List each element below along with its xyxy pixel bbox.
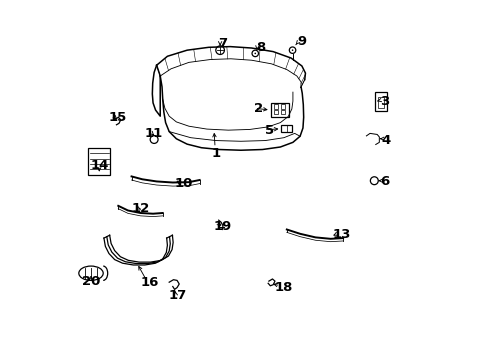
Bar: [270, 103, 288, 117]
Text: 13: 13: [331, 228, 350, 241]
Text: 8: 8: [256, 41, 264, 54]
Text: 5: 5: [264, 124, 274, 137]
Text: 20: 20: [81, 275, 100, 288]
Text: 3: 3: [379, 95, 388, 108]
Bar: [273, 104, 277, 109]
Text: 6: 6: [379, 175, 388, 188]
Bar: [280, 104, 284, 109]
Bar: [377, 97, 383, 108]
Bar: [281, 125, 292, 132]
Text: 15: 15: [108, 111, 126, 124]
Text: 14: 14: [90, 159, 108, 172]
Text: 9: 9: [297, 35, 306, 49]
Text: 2: 2: [254, 102, 263, 115]
Bar: [374, 93, 386, 111]
Text: 7: 7: [218, 37, 227, 50]
Text: 16: 16: [140, 276, 158, 289]
Circle shape: [291, 49, 293, 51]
Text: 1: 1: [211, 147, 220, 159]
Text: 18: 18: [274, 281, 292, 294]
Text: 19: 19: [213, 220, 232, 233]
Circle shape: [254, 53, 256, 54]
Bar: [273, 110, 277, 114]
Text: 10: 10: [174, 177, 192, 190]
Text: 4: 4: [381, 134, 390, 147]
Text: 12: 12: [131, 202, 149, 215]
Bar: [280, 110, 284, 114]
Text: 11: 11: [145, 127, 163, 140]
Text: 17: 17: [169, 289, 187, 302]
Bar: [88, 148, 110, 175]
